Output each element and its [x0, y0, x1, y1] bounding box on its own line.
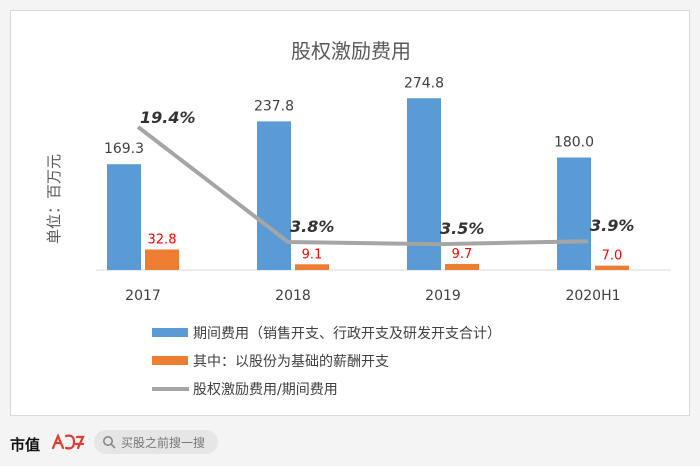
legend: 期间费用（销售开支、行政开支及研发开支合计） 其中：以股份为基础的薪酬开支股权激励… — [152, 326, 501, 398]
search-placeholder: 买股之前搜一搜 — [121, 435, 206, 450]
ratio-label-2019: 3.5% — [440, 219, 484, 238]
label-expense-2017: 169.3 — [104, 141, 144, 157]
legend-swatch-1 — [152, 356, 188, 365]
footer-bar: 市值 买股之前搜一搜 — [0, 424, 700, 466]
ratio-line-group: 19.4% 3.8% 3.5% 3.9% — [136, 108, 634, 247]
x-tick-2020H1: 2020H1 — [565, 288, 620, 304]
ratio-label-2018: 3.8% — [290, 217, 334, 236]
bar-expense-2019 — [407, 98, 441, 270]
bar-share-comp-2017 — [145, 249, 179, 270]
legend-label-0: 期间费用（销售开支、行政开支及研发开支合计） — [193, 326, 501, 342]
chart-frame: 股权激励费用 单位：百万元 19.4% 3.8% 3.5% 3.9% 169.3 32.… — [10, 10, 690, 416]
label-share-comp-2020H1: 7.0 — [602, 249, 623, 264]
legend-label-2: 股权激励费用/期间费用 — [193, 381, 338, 398]
legend-swatch-0 — [152, 328, 188, 337]
bar-share-comp-2018 — [295, 264, 329, 270]
x-tick-2019: 2019 — [425, 288, 461, 304]
label-share-comp-2019: 9.7 — [452, 247, 473, 262]
bars-group — [107, 98, 629, 270]
chart-title: 股权激励费用 — [291, 39, 411, 63]
bar-share-comp-2020H1 — [595, 265, 629, 270]
brand-logo-icon — [51, 433, 85, 450]
label-expense-2018: 237.8 — [254, 98, 294, 114]
ratio-label-2017: 19.4% — [140, 108, 196, 127]
ratio-label-2020H1: 3.9% — [590, 216, 634, 235]
label-share-comp-2017: 32.8 — [148, 233, 177, 248]
brand-name: 市值 — [10, 436, 41, 454]
label-expense-2019: 274.8 — [404, 75, 444, 91]
label-expense-2020H1: 180.0 — [554, 135, 594, 151]
bar-share-comp-2019 — [445, 263, 479, 270]
x-tick-2018: 2018 — [275, 288, 311, 304]
chart: 股权激励费用 单位：百万元 19.4% 3.8% 3.5% 3.9% 169.3 32.… — [45, 39, 671, 398]
y-axis-label: 单位：百万元 — [45, 154, 63, 244]
search-icon — [103, 436, 116, 449]
data-labels-group: 169.3 32.8 237.8 9.1 274.8 9.7 180.0 7.0 — [104, 75, 622, 263]
label-share-comp-2018: 9.1 — [302, 247, 323, 262]
bar-expense-2020H1 — [557, 157, 591, 270]
search-box[interactable]: 买股之前搜一搜 — [94, 430, 218, 454]
legend-label-1: 其中：以股份为基础的薪酬开支 — [193, 353, 389, 370]
bar-expense-2017 — [107, 164, 141, 270]
x-tick-labels: 2017 2018 2019 2020H1 — [125, 288, 620, 304]
bar-expense-2018 — [257, 121, 291, 270]
ratio-line — [136, 125, 589, 247]
x-tick-2017: 2017 — [125, 288, 161, 304]
